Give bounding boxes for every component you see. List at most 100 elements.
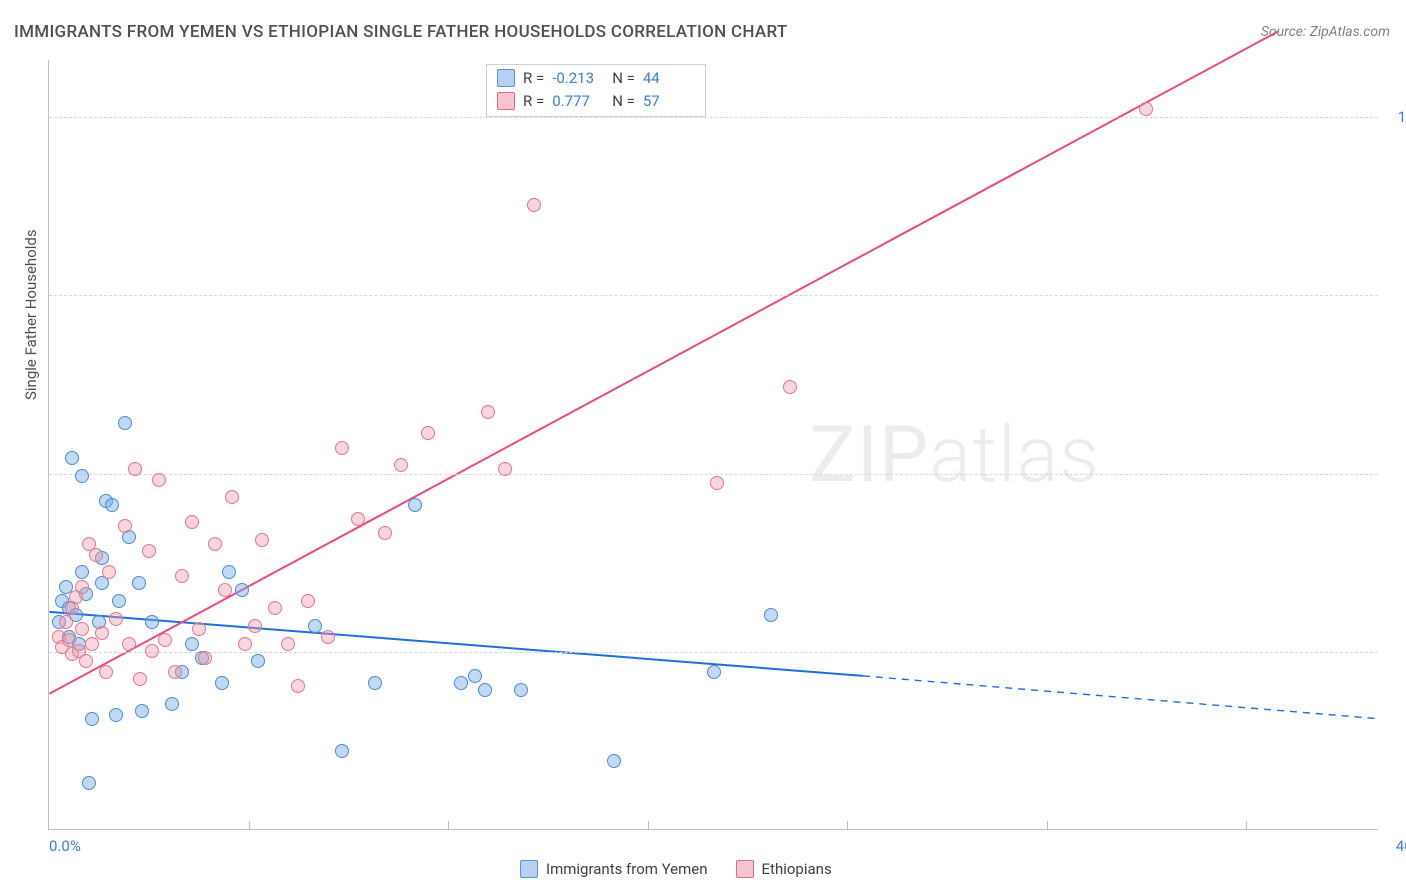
scatter-point xyxy=(498,462,512,476)
scatter-point xyxy=(335,441,349,455)
scatter-point xyxy=(514,683,528,697)
scatter-point xyxy=(128,462,142,476)
scatter-point xyxy=(105,498,119,512)
scatter-point xyxy=(122,637,136,651)
scatter-point xyxy=(527,198,541,212)
trend-line xyxy=(49,32,1278,694)
scatter-point xyxy=(321,630,335,644)
stats-row-series1: R = -0.213 N = 44 xyxy=(497,67,695,90)
scatter-point xyxy=(454,676,468,690)
swatch-pink-icon xyxy=(736,860,754,878)
scatter-point xyxy=(235,583,249,597)
scatter-point xyxy=(99,665,113,679)
y-tick-label: 10.0% xyxy=(1384,108,1406,126)
x-tick-min: 0.0% xyxy=(49,837,81,855)
r-label: R = xyxy=(523,67,544,90)
scatter-point xyxy=(85,712,99,726)
scatter-point xyxy=(255,533,269,547)
scatter-point xyxy=(421,426,435,440)
scatter-point xyxy=(408,498,422,512)
x-minor-tick xyxy=(847,821,848,829)
scatter-point xyxy=(85,637,99,651)
scatter-point xyxy=(168,665,182,679)
scatter-point xyxy=(192,622,206,636)
scatter-point xyxy=(152,473,166,487)
x-minor-tick xyxy=(648,821,649,829)
scatter-point xyxy=(764,608,778,622)
x-minor-tick xyxy=(1246,821,1247,829)
scatter-point xyxy=(102,565,116,579)
n-value-2: 57 xyxy=(643,90,695,113)
scatter-point xyxy=(394,458,408,472)
stats-row-series2: R = 0.777 N = 57 xyxy=(497,90,695,113)
gridline xyxy=(49,474,1378,475)
scatter-point xyxy=(75,469,89,483)
scatter-point xyxy=(75,565,89,579)
legend-bottom: Immigrants from Yemen Ethiopians xyxy=(520,860,832,878)
scatter-point xyxy=(75,580,89,594)
scatter-point xyxy=(79,654,93,668)
trend-lines-layer xyxy=(49,60,1378,829)
scatter-point xyxy=(783,380,797,394)
scatter-point xyxy=(132,576,146,590)
r-value-2: 0.777 xyxy=(552,90,604,113)
scatter-point xyxy=(135,704,149,718)
scatter-point xyxy=(308,619,322,633)
scatter-point xyxy=(82,776,96,790)
scatter-point xyxy=(607,754,621,768)
scatter-point xyxy=(95,626,109,640)
scatter-point xyxy=(291,679,305,693)
scatter-point xyxy=(133,672,147,686)
scatter-point xyxy=(481,405,495,419)
source-attribution: Source: ZipAtlas.com xyxy=(1261,24,1390,40)
scatter-point xyxy=(225,490,239,504)
scatter-point xyxy=(1139,102,1153,116)
gridline xyxy=(49,117,1378,118)
y-axis-label: Single Father Households xyxy=(22,229,40,400)
legend-item-series2: Ethiopians xyxy=(736,860,832,878)
x-minor-tick xyxy=(1047,821,1048,829)
scatter-point xyxy=(89,548,103,562)
scatter-point xyxy=(109,708,123,722)
scatter-point xyxy=(198,651,212,665)
gridline xyxy=(49,295,1378,296)
scatter-point xyxy=(218,583,232,597)
scatter-point xyxy=(281,637,295,651)
y-tick-label: 7.5% xyxy=(1384,286,1406,304)
scatter-point xyxy=(238,637,252,651)
scatter-point xyxy=(208,537,222,551)
scatter-point xyxy=(335,744,349,758)
scatter-point xyxy=(59,615,73,629)
scatter-point xyxy=(175,569,189,583)
scatter-point xyxy=(710,476,724,490)
n-label: N = xyxy=(612,90,635,113)
scatter-point xyxy=(65,451,79,465)
x-tick-max: 40.0% xyxy=(1396,837,1406,855)
scatter-point xyxy=(368,676,382,690)
scatter-point xyxy=(707,665,721,679)
scatter-point xyxy=(142,544,156,558)
legend-label-2: Ethiopians xyxy=(762,860,832,878)
r-value-1: -0.213 xyxy=(552,67,604,90)
scatter-point xyxy=(268,601,282,615)
watermark: ZIPatlas xyxy=(809,410,1100,501)
y-tick-label: 2.5% xyxy=(1384,643,1406,661)
swatch-pink-icon xyxy=(497,92,515,110)
scatter-point xyxy=(185,515,199,529)
x-minor-tick xyxy=(249,821,250,829)
swatch-blue-icon xyxy=(520,860,538,878)
y-tick-label: 5.0% xyxy=(1384,465,1406,483)
scatter-point xyxy=(248,619,262,633)
n-label: N = xyxy=(612,67,635,90)
scatter-point xyxy=(215,676,229,690)
gridline xyxy=(49,652,1378,653)
scatter-point xyxy=(109,612,123,626)
scatter-point xyxy=(478,683,492,697)
scatter-point xyxy=(301,594,315,608)
legend-item-series1: Immigrants from Yemen xyxy=(520,860,708,878)
legend-label-1: Immigrants from Yemen xyxy=(546,860,708,878)
scatter-point xyxy=(378,526,392,540)
trend-line xyxy=(863,676,1378,719)
x-minor-tick xyxy=(448,821,449,829)
plot-area: ZIPatlas 0.0% 40.0% R = -0.213 N = 44 R … xyxy=(48,60,1378,830)
